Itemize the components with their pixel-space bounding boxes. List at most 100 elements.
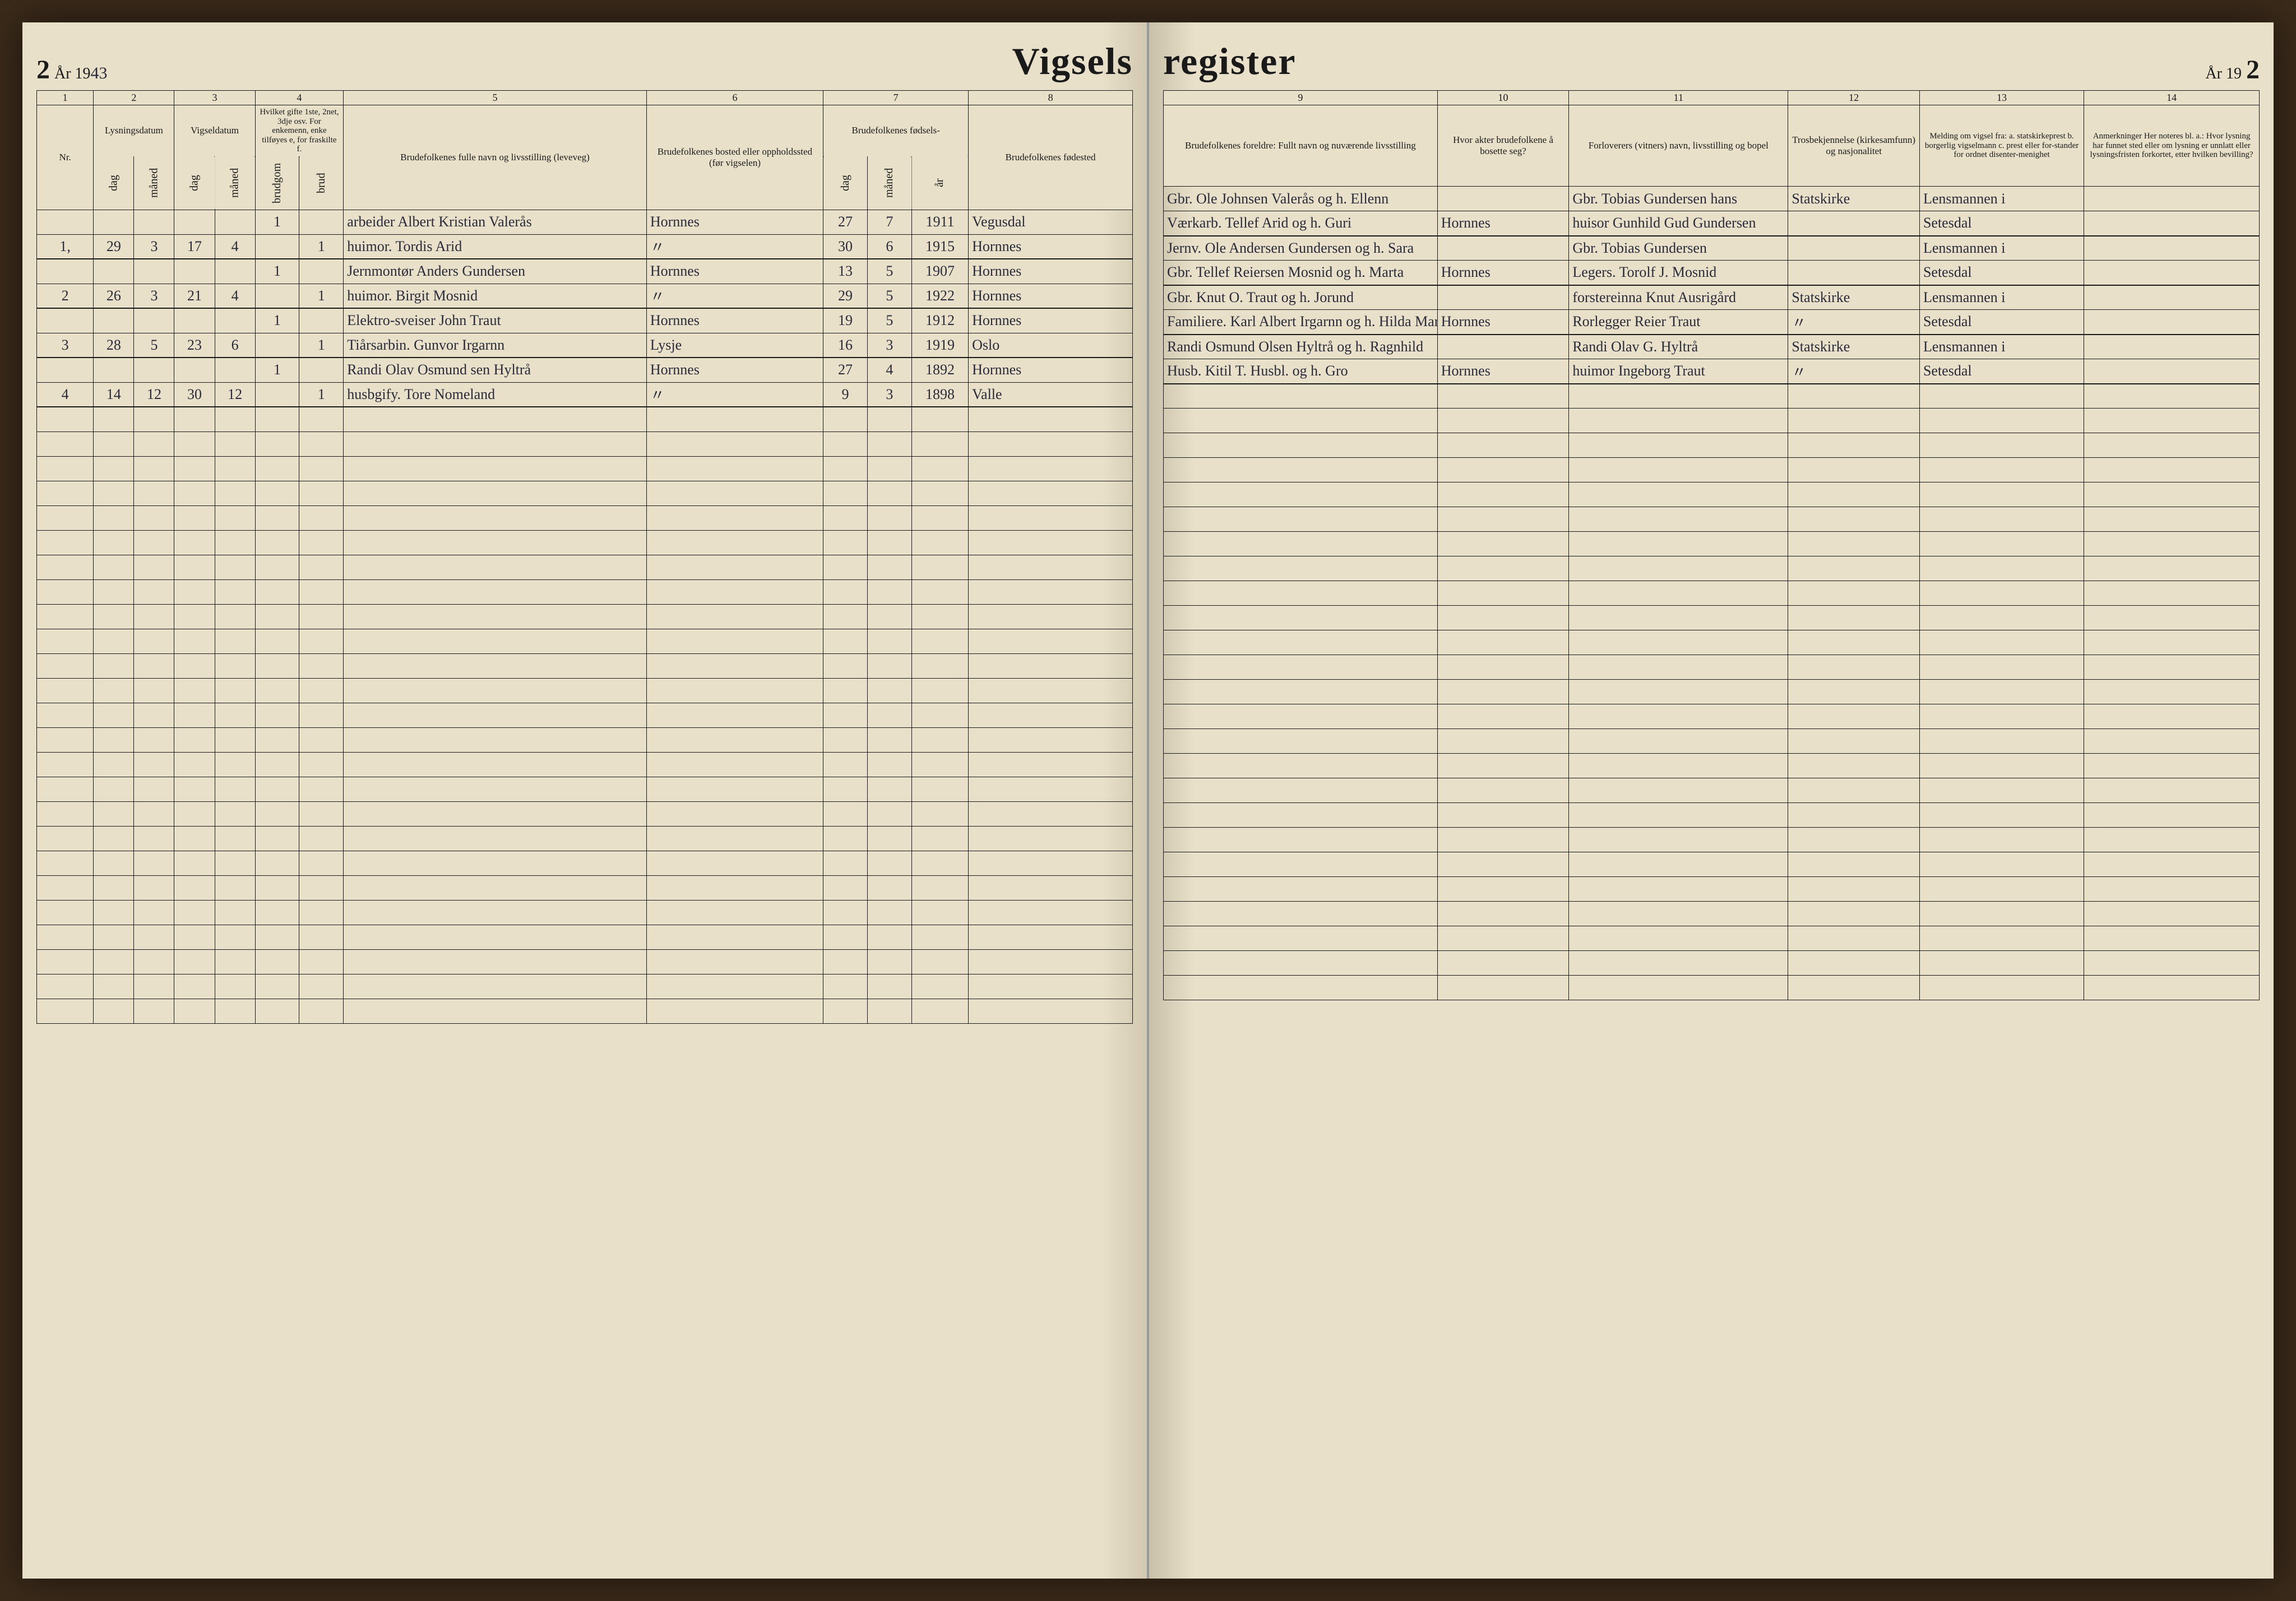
cell-blank — [215, 925, 255, 949]
cell-l_dag — [94, 358, 134, 382]
cell-blank — [1164, 556, 1438, 581]
cell-blank — [134, 555, 174, 579]
cell-blank — [1569, 976, 1788, 1000]
cell-blank — [299, 826, 344, 851]
cell-blank — [299, 777, 344, 801]
col-fodsels: Brudefolkenes fødsels- — [823, 105, 969, 157]
colnum-12: 12 — [1788, 91, 1920, 105]
cell-tros: 〃 — [1788, 359, 1920, 384]
cell-blank — [299, 974, 344, 999]
cell-bg — [255, 284, 299, 308]
table-row-blank — [1164, 951, 2260, 976]
cell-blank — [969, 727, 1133, 752]
cell-blank — [344, 727, 647, 752]
cell-blank — [299, 629, 344, 653]
cell-blank — [255, 629, 299, 653]
cell-blank — [2084, 606, 2260, 630]
cell-foreldre: Gbr. Knut O. Traut og h. Jorund — [1164, 285, 1438, 310]
cell-bg: 1 — [255, 358, 299, 382]
sub-v-dag: dag — [174, 156, 215, 210]
cell-blank — [37, 431, 94, 456]
cell-blank — [1164, 754, 1438, 778]
col-bosted: Brudefolkenes bosted eller oppholdssted … — [646, 105, 823, 210]
table-row: Husb. Kitil T. Husbl. og h. GroHornneshu… — [1164, 359, 2260, 384]
cell-f_ar: 1915 — [911, 234, 968, 259]
cell-blank — [215, 530, 255, 555]
cell-blank — [94, 974, 134, 999]
table-row-blank — [1164, 556, 2260, 581]
cell-blank — [134, 456, 174, 481]
cell-blank — [1164, 778, 1438, 803]
cell-blank — [94, 900, 134, 925]
cell-blank — [174, 604, 215, 629]
cell-blank — [911, 653, 968, 678]
cell-blank — [94, 925, 134, 949]
cell-blank — [299, 925, 344, 949]
cell-blank — [867, 481, 911, 505]
cell-f_ar: 1919 — [911, 333, 968, 358]
cell-blank — [867, 456, 911, 481]
cell-tros: Statskirke — [1788, 285, 1920, 310]
cell-l_mnd — [134, 358, 174, 382]
cell-blank — [215, 900, 255, 925]
cell-blank — [37, 752, 94, 777]
year-label-right: År 19 — [2205, 64, 2242, 83]
table-row-blank — [37, 875, 1133, 900]
cell-blank — [1788, 754, 1920, 778]
sub-brudgom: brudgom — [255, 156, 299, 210]
cell-v_dag — [174, 259, 215, 284]
cell-blank — [94, 949, 134, 974]
cell-blank — [2084, 926, 2260, 951]
cell-blank — [134, 481, 174, 505]
cell-blank — [215, 431, 255, 456]
cell-blank — [255, 801, 299, 826]
cell-blank — [1437, 606, 1569, 630]
cell-blank — [344, 530, 647, 555]
cell-blank — [299, 555, 344, 579]
cell-blank — [1437, 828, 1569, 852]
cell-blank — [867, 851, 911, 875]
cell-blank — [215, 752, 255, 777]
cell-blank — [1569, 458, 1788, 482]
cell-blank — [1788, 852, 1920, 877]
cell-bg: 1 — [255, 259, 299, 284]
cell-blank — [255, 752, 299, 777]
cell-blank — [646, 925, 823, 949]
colnum-5: 5 — [344, 91, 647, 105]
cell-blank — [867, 752, 911, 777]
table-row-blank — [37, 629, 1133, 653]
cell-blank — [1569, 951, 1788, 976]
cell-blank — [255, 678, 299, 703]
cell-blank — [94, 579, 134, 604]
cell-blank — [174, 456, 215, 481]
cell-blank — [255, 604, 299, 629]
table-row-blank — [37, 801, 1133, 826]
cell-v_mnd: 6 — [215, 333, 255, 358]
cell-f_dag: 29 — [823, 284, 868, 308]
table-header-left: 1 2 3 4 5 6 7 8 Nr. Lysningsdatum Vigsel… — [37, 91, 1133, 210]
cell-blank — [1569, 778, 1788, 803]
cell-bosette — [1437, 335, 1569, 359]
cell-blank — [2084, 704, 2260, 729]
cell-blank — [823, 604, 868, 629]
cell-blank — [1569, 532, 1788, 556]
cell-blank — [1437, 852, 1569, 877]
cell-blank — [255, 703, 299, 727]
cell-blank — [299, 678, 344, 703]
table-row-blank — [37, 407, 1133, 431]
cell-blank — [255, 555, 299, 579]
cell-blank — [911, 801, 968, 826]
cell-blank — [911, 505, 968, 530]
cell-blank — [174, 752, 215, 777]
table-row: 1Elektro-sveiser John TrautHornnes195191… — [37, 308, 1133, 333]
cell-blank — [646, 900, 823, 925]
table-row-blank — [1164, 606, 2260, 630]
cell-blank — [1788, 556, 1920, 581]
cell-blank — [2084, 655, 2260, 680]
table-row-blank — [1164, 409, 2260, 433]
cell-blank — [299, 481, 344, 505]
cell-blank — [2084, 409, 2260, 433]
cell-tros — [1788, 236, 1920, 261]
cell-fodested: Hornnes — [969, 284, 1133, 308]
cell-blank — [174, 801, 215, 826]
